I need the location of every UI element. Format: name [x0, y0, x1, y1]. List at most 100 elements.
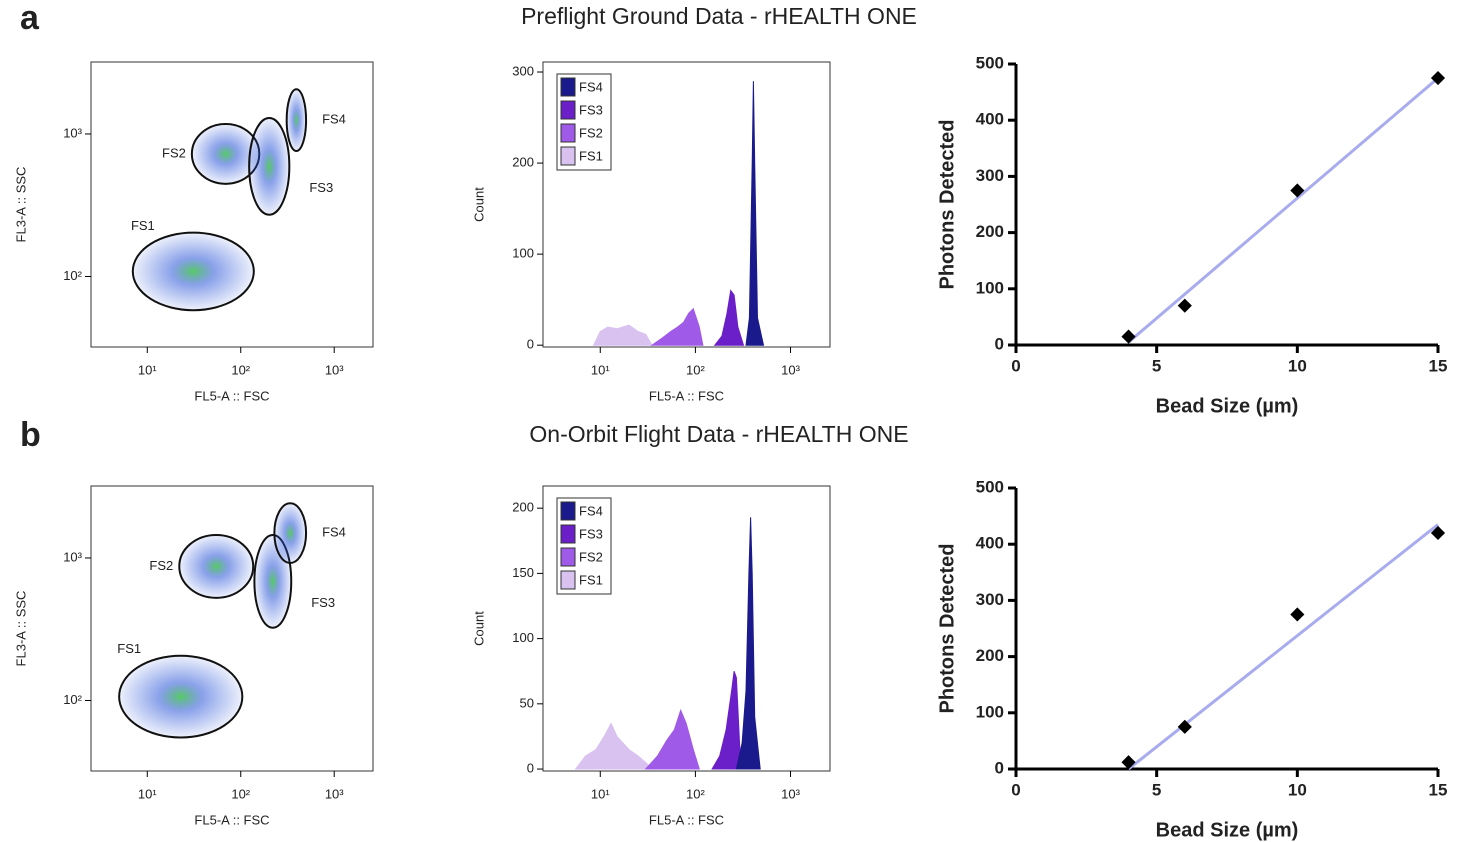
- legend-swatch: [560, 146, 576, 166]
- y-tick-label: 200: [512, 500, 534, 515]
- legend-label: FS3: [579, 102, 603, 117]
- histogram-area: [711, 671, 742, 770]
- legend-label: FS1: [579, 572, 603, 587]
- y-tick-label: 200: [976, 222, 1004, 241]
- fit-line: [1127, 523, 1439, 771]
- x-tick-label: 0: [1011, 356, 1020, 375]
- y-axis-label: Count: [471, 611, 486, 646]
- x-tick-label: 10³: [325, 786, 344, 801]
- x-tick-label: 10¹: [591, 362, 610, 377]
- y-tick-label: 0: [527, 760, 534, 775]
- histogram-area: [644, 708, 700, 770]
- y-tick-label: 300: [512, 63, 534, 78]
- y-tick-label: 50: [520, 695, 534, 710]
- x-axis-label: FL5-A :: FSC: [649, 388, 724, 403]
- x-tick-label: 10²: [686, 786, 705, 801]
- y-tick-label: 500: [976, 477, 1004, 496]
- x-axis-label: FL5-A :: FSC: [194, 388, 269, 403]
- x-tick-label: 10³: [325, 362, 344, 377]
- point: [1430, 70, 1446, 86]
- gate-label: FS1: [117, 641, 141, 656]
- x-tick-label: 10: [1288, 356, 1307, 375]
- point: [1430, 525, 1446, 541]
- gate: [248, 116, 291, 216]
- x-tick-label: 10¹: [591, 786, 610, 801]
- gate-label: FS3: [311, 595, 335, 610]
- point: [1121, 329, 1136, 344]
- gate: [118, 654, 244, 739]
- gate-label: FS1: [131, 218, 155, 233]
- gate: [285, 88, 308, 152]
- x-tick-label: 10¹: [138, 786, 157, 801]
- y-tick-label: 0: [995, 334, 1004, 353]
- y-tick-label: 0: [527, 337, 534, 352]
- y-tick-label: 100: [512, 630, 534, 645]
- y-tick-label: 400: [976, 110, 1004, 129]
- point: [1290, 607, 1305, 622]
- legend-label: FS2: [579, 125, 603, 140]
- histogram-area: [574, 722, 654, 770]
- legend-swatch: [560, 570, 576, 590]
- y-tick-label: 300: [976, 166, 1004, 185]
- histogram-area: [650, 307, 704, 346]
- gate-label: FS2: [162, 145, 186, 160]
- legend-swatch: [560, 100, 576, 120]
- y-tick-label: 10³: [63, 125, 82, 140]
- point: [1121, 755, 1136, 770]
- x-tick-label: 10³: [781, 362, 800, 377]
- y-tick-label: 100: [976, 278, 1004, 297]
- legend-label: FS4: [579, 503, 603, 518]
- legend-swatch: [560, 501, 576, 521]
- gate: [178, 533, 255, 599]
- histogram-area: [745, 81, 765, 346]
- x-tick-label: 15: [1429, 780, 1448, 799]
- plot-frame: [542, 485, 831, 772]
- y-tick-label: 10³: [63, 549, 82, 564]
- gate: [131, 231, 255, 312]
- x-tick-label: 15: [1429, 356, 1448, 375]
- histogram-area: [713, 289, 745, 346]
- x-axis-label: Bead Size (µm): [1156, 819, 1299, 841]
- x-axis-label: Bead Size (µm): [1156, 395, 1299, 417]
- y-tick-label: 500: [976, 53, 1004, 72]
- histogram-area: [735, 517, 761, 770]
- panel-label: b: [20, 416, 41, 454]
- y-axis-label: FL3-A :: SSC: [13, 167, 28, 243]
- y-axis-label: Photons Detected: [936, 543, 958, 713]
- y-tick-label: 10²: [63, 268, 82, 283]
- x-tick-label: 5: [1152, 356, 1161, 375]
- row-title: On-Orbit Flight Data - rHEALTH ONE: [529, 421, 908, 447]
- x-tick-label: 10²: [231, 786, 250, 801]
- x-tick-label: 10²: [686, 362, 705, 377]
- y-tick-label: 200: [976, 646, 1004, 665]
- x-tick-label: 5: [1152, 780, 1161, 799]
- y-tick-label: 200: [512, 155, 534, 170]
- y-tick-label: 100: [976, 702, 1004, 721]
- legend-label: FS3: [579, 526, 603, 541]
- y-axis-label: FL3-A :: SSC: [13, 591, 28, 667]
- gate-label: FS3: [309, 180, 333, 195]
- y-tick-label: 10²: [63, 692, 82, 707]
- x-tick-label: 10³: [781, 786, 800, 801]
- legend-label: FS1: [579, 148, 603, 163]
- y-axis-label: Photons Detected: [936, 119, 958, 289]
- x-tick-label: 10²: [231, 362, 250, 377]
- y-axis-label: Count: [471, 187, 486, 222]
- legend-swatch: [560, 77, 576, 97]
- legend-label: FS4: [579, 79, 603, 94]
- legend-swatch: [560, 547, 576, 567]
- y-tick-label: 400: [976, 534, 1004, 553]
- gate-label: FS4: [322, 112, 346, 127]
- legend-label: FS2: [579, 549, 603, 564]
- x-tick-label: 10¹: [138, 362, 157, 377]
- legend-swatch: [560, 123, 576, 143]
- gate: [273, 502, 308, 564]
- gate-label: FS4: [322, 525, 346, 540]
- x-tick-label: 10: [1288, 780, 1307, 799]
- legend-swatch: [560, 524, 576, 544]
- gate-label: FS2: [149, 558, 173, 573]
- point: [1177, 298, 1192, 313]
- panel-label: a: [20, 0, 40, 37]
- x-axis-label: FL5-A :: FSC: [194, 812, 269, 827]
